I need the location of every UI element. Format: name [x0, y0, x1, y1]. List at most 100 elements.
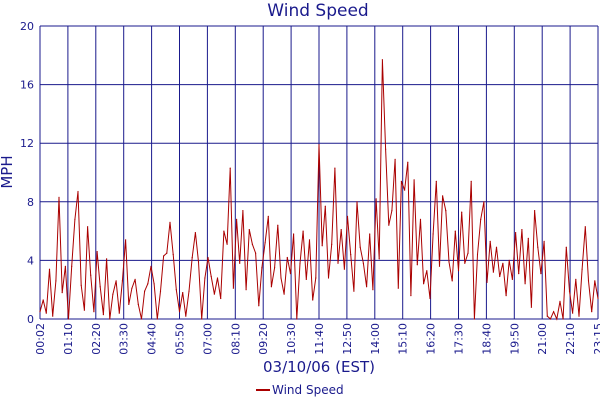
data-point [67, 318, 70, 320]
x-tick-label: 17:30 [453, 323, 466, 355]
data-point [80, 284, 82, 286]
data-point [492, 271, 494, 273]
data-point [337, 262, 339, 264]
data-point [128, 303, 130, 305]
data-point [236, 218, 238, 220]
data-point [537, 246, 539, 248]
data-point [39, 311, 41, 313]
data-point [470, 180, 472, 182]
data-point [388, 224, 390, 226]
data-point [248, 229, 250, 231]
data-point [178, 311, 181, 313]
data-point [267, 215, 269, 217]
data-point [283, 293, 285, 295]
x-tick-label: 18:40 [480, 323, 493, 355]
data-point [280, 277, 282, 279]
data-point [242, 210, 244, 212]
y-tick-label: 4 [27, 254, 34, 267]
data-point [416, 264, 418, 266]
data-point [461, 211, 463, 213]
data-point [495, 246, 498, 248]
data-point [264, 242, 266, 244]
data-point [562, 318, 564, 320]
data-point [159, 290, 162, 292]
data-point [473, 318, 475, 320]
data-point [489, 240, 491, 242]
data-point [112, 293, 114, 295]
x-tick-label: 10:30 [285, 323, 298, 355]
data-point [71, 265, 73, 267]
data-point [125, 239, 127, 241]
data-point [308, 239, 311, 241]
data-point [144, 290, 146, 292]
data-point [115, 280, 117, 282]
x-tick-label: 07:00 [201, 323, 214, 355]
data-point [524, 283, 526, 285]
data-point [315, 277, 317, 279]
data-point [534, 210, 536, 212]
grid-lines [39, 25, 599, 320]
x-axis-label: 03/10/06 (EST) [263, 358, 375, 376]
data-point [42, 299, 44, 301]
data-point [400, 180, 402, 182]
data-point [438, 265, 441, 267]
data-point [312, 299, 314, 301]
data-point [518, 273, 520, 275]
data-point [45, 312, 47, 314]
y-tick-label: 0 [27, 313, 34, 326]
data-point [442, 195, 444, 197]
data-point [175, 289, 177, 291]
data-point [118, 312, 120, 314]
data-point [90, 274, 92, 276]
data-point [584, 226, 586, 228]
data-point [435, 180, 437, 182]
data-point [511, 278, 513, 280]
data-point [220, 297, 222, 300]
data-point [255, 252, 257, 254]
wind-speed-data-points [39, 59, 599, 320]
data-point [413, 179, 415, 181]
data-point [147, 283, 149, 285]
data-point [483, 201, 485, 203]
data-point [340, 229, 342, 231]
data-point [156, 318, 158, 320]
data-point [140, 318, 143, 320]
data-point [77, 190, 79, 193]
data-point [251, 243, 253, 245]
data-point [346, 215, 349, 217]
data-point [445, 210, 447, 212]
x-tick-label: 15:10 [397, 323, 410, 355]
data-point [299, 262, 301, 264]
data-point [99, 286, 101, 288]
data-point [182, 292, 184, 294]
data-point [568, 290, 571, 292]
data-point [546, 315, 548, 317]
data-point [543, 240, 545, 242]
x-tick-label: 12:50 [341, 323, 354, 355]
data-point [296, 318, 298, 320]
x-tick-label: 21:00 [536, 323, 549, 355]
y-tick-label: 20 [20, 20, 34, 33]
data-point [324, 205, 326, 207]
data-point [350, 253, 352, 256]
data-point [581, 268, 583, 270]
data-point [96, 251, 98, 253]
x-tick-label: 23:15 [592, 323, 600, 355]
data-point [369, 233, 371, 235]
legend-label: Wind Speed [272, 383, 344, 397]
data-point [58, 196, 60, 198]
data-point [131, 287, 133, 289]
data-point [502, 262, 504, 264]
data-point [476, 253, 479, 256]
data-point [137, 303, 139, 305]
data-point [163, 255, 165, 257]
data-point [210, 275, 212, 278]
data-point [527, 237, 529, 239]
x-tick-label: 16:20 [425, 323, 438, 355]
data-point [216, 277, 219, 279]
data-point [366, 286, 368, 288]
data-point [52, 315, 54, 317]
data-point [385, 148, 387, 150]
data-point [270, 286, 272, 288]
data-point [83, 309, 85, 311]
